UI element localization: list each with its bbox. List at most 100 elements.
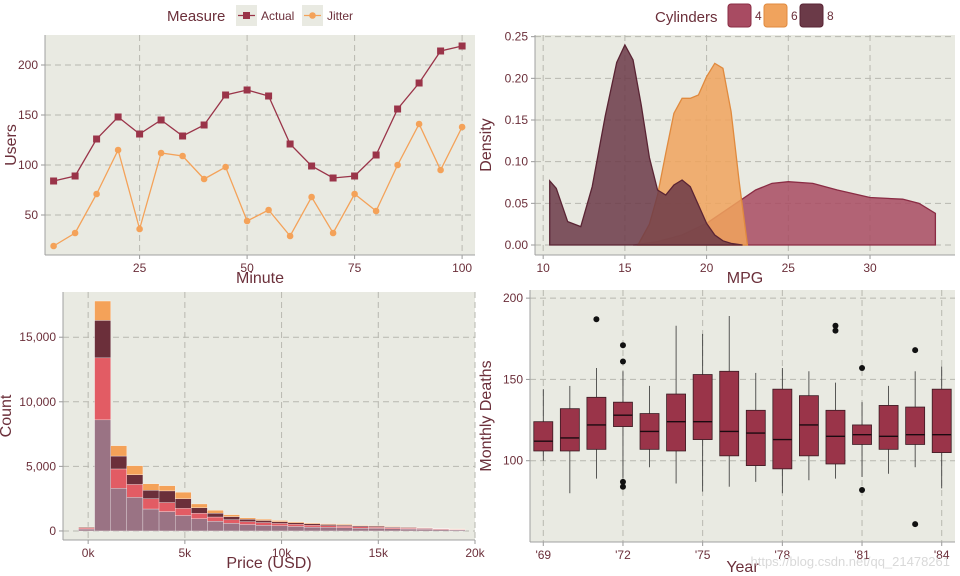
histogram-bar — [384, 526, 401, 528]
histogram-bar — [336, 524, 353, 526]
histogram-bar — [255, 520, 272, 523]
data-point-actual — [458, 42, 466, 50]
histogram-bar — [352, 524, 369, 526]
x-tick-label: 10 — [536, 261, 550, 275]
histogram-bar — [271, 520, 289, 522]
y-tick-label: 0.00 — [505, 238, 529, 252]
legend-label: Jitter — [327, 9, 353, 23]
x-tick-label: '78 — [775, 548, 791, 562]
legend-key-marker — [309, 12, 316, 19]
histogram-bar — [142, 490, 160, 499]
outlier-point — [619, 483, 626, 490]
x-tick-label: 5k — [179, 546, 193, 560]
y-tick-label: 0.25 — [505, 30, 529, 44]
y-tick-label: 100 — [18, 158, 38, 172]
histogram-bar — [239, 519, 256, 522]
histogram-bar — [94, 357, 111, 421]
data-point-jitter — [437, 166, 444, 174]
histogram-bar — [287, 522, 305, 525]
box — [586, 396, 607, 450]
histogram-bar — [223, 523, 240, 532]
histogram-bar — [368, 528, 385, 532]
histogram-bar — [287, 524, 305, 527]
box — [692, 374, 713, 440]
data-point-jitter — [222, 163, 229, 171]
histogram-bar — [368, 525, 385, 527]
y-tick-label: 15,000 — [19, 330, 56, 344]
outlier-point — [619, 478, 626, 485]
data-point-actual — [308, 162, 316, 170]
histogram-bar — [400, 528, 417, 532]
histogram-bar — [191, 513, 208, 519]
histogram-bar — [352, 527, 369, 532]
mpg-density-chart: 10 15 20 25 30 0.00 0.05 0.10 0.15 0.20 0.25 MPG Den… — [478, 3, 955, 287]
data-point-actual — [179, 132, 187, 140]
histogram-bar — [352, 526, 369, 529]
box — [825, 409, 846, 465]
data-point-actual — [243, 86, 251, 94]
outlier-point — [832, 322, 839, 329]
series-line-jitter — [53, 122, 463, 247]
histogram-bar — [223, 516, 240, 520]
histogram-bar — [126, 497, 144, 532]
histogram-bar — [110, 455, 127, 470]
histogram-bar — [142, 483, 160, 491]
y-axis-title: Density — [478, 118, 495, 171]
histogram-bar — [271, 523, 289, 526]
x-tick-label: 25 — [782, 261, 796, 275]
data-point-jitter — [136, 225, 143, 233]
histogram-bar — [126, 474, 144, 485]
y-tick-label: 0.15 — [505, 113, 529, 127]
data-point-actual — [136, 130, 144, 138]
histogram-bar — [174, 498, 192, 509]
x-tick-label: 15k — [369, 546, 389, 560]
legend-key-marker — [243, 12, 250, 19]
data-point-actual — [157, 116, 165, 124]
data-point-actual — [222, 91, 230, 99]
histogram-bar — [191, 503, 208, 508]
x-tick-label: 30 — [863, 261, 877, 275]
x-tick-label: 75 — [348, 261, 362, 275]
x-tick-label: '81 — [854, 548, 870, 562]
x-tick-label: 0k — [82, 546, 96, 560]
outlier-point — [832, 327, 839, 334]
histogram-bar — [126, 465, 144, 475]
data-point-actual — [329, 174, 337, 182]
histogram-bar — [336, 524, 353, 527]
y-tick-label: 0 — [49, 524, 56, 538]
histogram-bar — [110, 468, 127, 489]
x-tick-label: '69 — [535, 548, 551, 562]
y-tick-label: 5,000 — [26, 459, 56, 473]
legend-label: 6 — [791, 9, 798, 23]
outlier-point — [593, 316, 600, 323]
x-tick-label: 15 — [618, 261, 632, 275]
box — [878, 405, 899, 450]
y-tick-label: 150 — [503, 372, 523, 386]
data-point-actual — [93, 135, 101, 143]
data-point-actual — [114, 113, 122, 121]
y-axis-title: Count — [0, 394, 15, 437]
histogram-bar — [78, 528, 95, 532]
data-point-jitter — [372, 207, 380, 215]
box — [559, 408, 580, 452]
histogram-bar — [384, 527, 401, 529]
histogram-bar — [320, 523, 337, 525]
histogram-bar — [191, 518, 208, 532]
x-tick-label: '75 — [695, 548, 711, 562]
histogram-bar — [303, 523, 321, 526]
data-point-jitter — [458, 123, 466, 131]
outlier-point — [619, 358, 626, 365]
x-axis-title: Minute — [236, 270, 284, 287]
histogram-bar — [287, 521, 305, 523]
y-tick-label: 100 — [503, 454, 523, 468]
histogram-bar — [207, 516, 224, 522]
legend-key — [727, 3, 752, 28]
histogram-bar — [416, 529, 434, 532]
histogram-bar — [432, 529, 450, 532]
histogram-bar — [303, 525, 321, 528]
histogram-bar — [158, 485, 176, 492]
histogram-bar — [158, 502, 176, 512]
legend-key — [763, 3, 788, 28]
y-tick-label: 0.10 — [505, 155, 529, 169]
box — [931, 388, 952, 453]
